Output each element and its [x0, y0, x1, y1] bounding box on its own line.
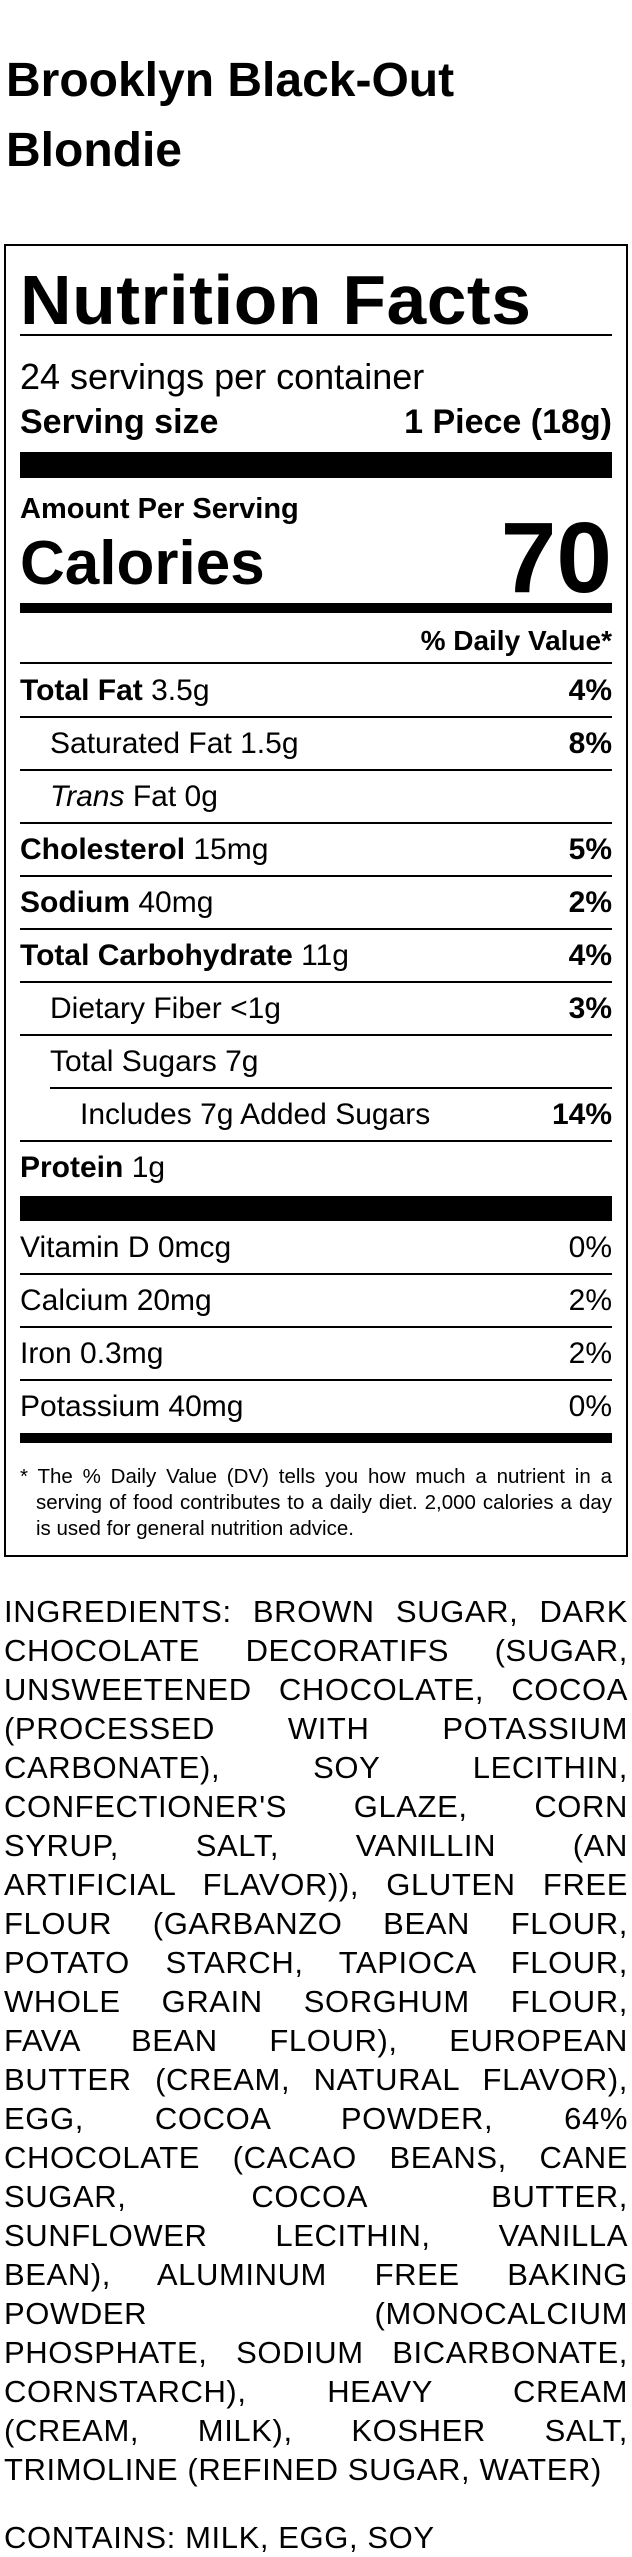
nutrient-dv: 2% — [568, 885, 612, 919]
nutrient-name: Total Sugars — [50, 1044, 217, 1078]
ingredients-line: POWDER (MONOCALCIUM — [4, 2296, 628, 2331]
serving-size: Serving size 1 Piece (18g) — [20, 402, 612, 442]
nutrient-name-italic: Trans — [50, 779, 125, 813]
nutrient-row-cholesterol: Cholesterol 15mg 5% — [20, 824, 612, 877]
nutrient-amount: 0g — [184, 779, 218, 813]
nutrient-dv: 4% — [568, 673, 612, 707]
product-title: Brooklyn Black-Out Blondie — [6, 46, 626, 186]
product-title-line1: Brooklyn Black-Out — [6, 54, 455, 107]
vitamin-dv: 0% — [568, 1389, 612, 1423]
medium-divider — [20, 1433, 612, 1443]
ingredients-line: UNSWEETENED CHOCOLATE, COCOA — [4, 1672, 628, 1707]
vitamin-row: Calcium 20mg 2% — [20, 1275, 612, 1328]
ingredients-line: SUNFLOWER LECITHIN, VANILLA — [4, 2218, 628, 2253]
ingredients-line: FLOUR (GARBANZO BEAN FLOUR, — [4, 1906, 628, 1941]
nutrient-amount: 1.5g — [240, 726, 299, 760]
nutrient-dv: 5% — [568, 832, 612, 866]
servings-per-container: 24 servings per container — [20, 356, 425, 397]
ingredients-line: (CREAM, MILK), KOSHER SALT, — [4, 2413, 628, 2448]
nutrient-amount: 11g — [301, 938, 349, 972]
ingredients-line: PHOSPHATE, SODIUM BICARBONATE, — [4, 2335, 628, 2370]
medium-divider — [20, 603, 612, 613]
allergen-statement: CONTAINS: MILK, EGG, SOY — [4, 2520, 435, 2555]
divider — [20, 334, 612, 336]
nutrient-row-total-fat: Total Fat 3.5g 4% — [20, 665, 612, 718]
footnote: * The % Daily Value (DV) tells you how m… — [20, 1465, 612, 1540]
calories-value: 70 — [500, 502, 612, 614]
nutrient-dv: 14% — [551, 1097, 612, 1131]
thick-divider — [20, 452, 612, 478]
nutrient-name: Fat — [132, 779, 177, 813]
nutrient-amount: 3.5g — [151, 673, 210, 707]
vitamin-list: Vitamin D 0mcg 0% Calcium 20mg 2% Iron 0… — [20, 1222, 612, 1432]
vitamin-row: Iron 0.3mg 2% — [20, 1328, 612, 1381]
nutrient-name: Sodium — [20, 885, 130, 919]
nutrient-dv: 8% — [568, 726, 612, 760]
thick-divider — [20, 1196, 612, 1221]
nutrient-row-added-sugars: Includes 7g Added Sugars 14% — [20, 1089, 612, 1142]
vitamin-row: Vitamin D 0mcg 0% — [20, 1222, 612, 1275]
ingredients-line: SUGAR, COCOA BUTTER, — [4, 2179, 628, 2214]
ingredients-line: SYRUP, SALT, VANILLIN (AN — [4, 1828, 628, 1863]
nutrient-amount: <1g — [230, 991, 281, 1025]
nutrient-row-sodium: Sodium 40mg 2% — [20, 877, 612, 930]
serving-size-label: Serving size — [20, 403, 219, 441]
nutrient-name: Total Fat — [20, 673, 143, 707]
nutrient-name: Cholesterol — [20, 832, 186, 866]
ingredients-line: FAVA BEAN FLOUR), EUROPEAN — [4, 2023, 628, 2058]
vitamin-name: Potassium 40mg — [20, 1389, 244, 1423]
nutrient-row-saturated-fat: Saturated Fat 1.5g 8% — [20, 718, 612, 771]
nutrient-name: Dietary Fiber — [50, 991, 222, 1025]
nutrient-row-protein: Protein 1g — [20, 1142, 612, 1193]
vitamin-dv: 2% — [568, 1336, 612, 1370]
ingredients-line: CORNSTARCH), HEAVY CREAM — [4, 2374, 628, 2409]
nutrient-row-total-carbohydrate: Total Carbohydrate 11g 4% — [20, 930, 612, 983]
ingredients-line: BUTTER (CREAM, NATURAL FLAVOR), — [4, 2062, 628, 2097]
nutrient-amount: 7g — [225, 1044, 259, 1078]
ingredients-line: CHOCOLATE (CACAO BEANS, CANE — [4, 2140, 628, 2175]
nutrient-dv: 4% — [568, 938, 612, 972]
nutrient-name: Protein — [20, 1150, 124, 1184]
ingredients-line: POTATO STARCH, TAPIOCA FLOUR, — [4, 1945, 628, 1980]
ingredients-line: INGREDIENTS: BROWN SUGAR, DARK — [4, 1594, 628, 1629]
nutrient-name: Total Carbohydrate — [20, 938, 293, 972]
ingredients-line: EGG, COCOA POWDER, 64% — [4, 2101, 628, 2136]
daily-value-header: % Daily Value* — [420, 625, 612, 656]
nutrition-facts-label: Nutrition Facts 24 servings per containe… — [4, 244, 628, 1557]
ingredients-line: ARTIFICIAL FLAVOR)), GLUTEN FREE — [4, 1867, 628, 1902]
nutrient-amount: 15mg — [193, 832, 269, 866]
vitamin-name: Iron 0.3mg — [20, 1336, 164, 1370]
vitamin-name: Calcium 20mg — [20, 1283, 212, 1317]
nutrient-name: Saturated Fat — [50, 726, 232, 760]
ingredients-line: (PROCESSED WITH POTASSIUM — [4, 1711, 628, 1746]
ingredients-line: CARBONATE), SOY LECITHIN, — [4, 1750, 628, 1785]
serving-size-value: 1 Piece (18g) — [404, 403, 612, 441]
nutrient-dv: 3% — [568, 991, 612, 1025]
ingredients-line: CHOCOLATE DECORATIFS (SUGAR, — [4, 1633, 628, 1668]
vitamin-dv: 2% — [568, 1283, 612, 1317]
ingredients-line: WHOLE GRAIN SORGHUM FLOUR, — [4, 1984, 628, 2019]
ingredients-line: TRIMOLINE (REFINED SUGAR, WATER) — [4, 2452, 602, 2487]
vitamin-dv: 0% — [568, 1230, 612, 1264]
nutrient-list: Total Fat 3.5g 4% Saturated Fat 1.5g 8% … — [20, 665, 612, 1193]
vitamin-name: Vitamin D 0mcg — [20, 1230, 232, 1264]
nutrient-name: Includes 7g Added Sugars — [80, 1097, 431, 1131]
nutrient-amount: 1g — [131, 1150, 166, 1184]
vitamin-row: Potassium 40mg 0% — [20, 1381, 612, 1432]
divider — [20, 662, 612, 664]
nutrient-row-total-sugars: Total Sugars 7g — [20, 1036, 612, 1089]
nutrient-row-trans-fat: Trans Fat 0g — [20, 771, 612, 824]
amount-per-serving: Amount Per Serving — [20, 493, 299, 525]
nutrition-facts-heading: Nutrition Facts — [20, 261, 532, 339]
product-title-line2: Blondie — [6, 124, 182, 177]
calories-label: Calories — [20, 529, 265, 598]
ingredients-line: CONFECTIONER'S GLAZE, CORN — [4, 1789, 628, 1824]
ingredients-line: BEAN), ALUMINUM FREE BAKING — [4, 2257, 628, 2292]
nutrient-amount: 40mg — [138, 885, 214, 919]
nutrient-row-dietary-fiber: Dietary Fiber <1g 3% — [20, 983, 612, 1036]
ingredients-list: INGREDIENTS: BROWN SUGAR, DARK CHOCOLATE … — [4, 1592, 628, 2489]
divider — [50, 1087, 612, 1089]
